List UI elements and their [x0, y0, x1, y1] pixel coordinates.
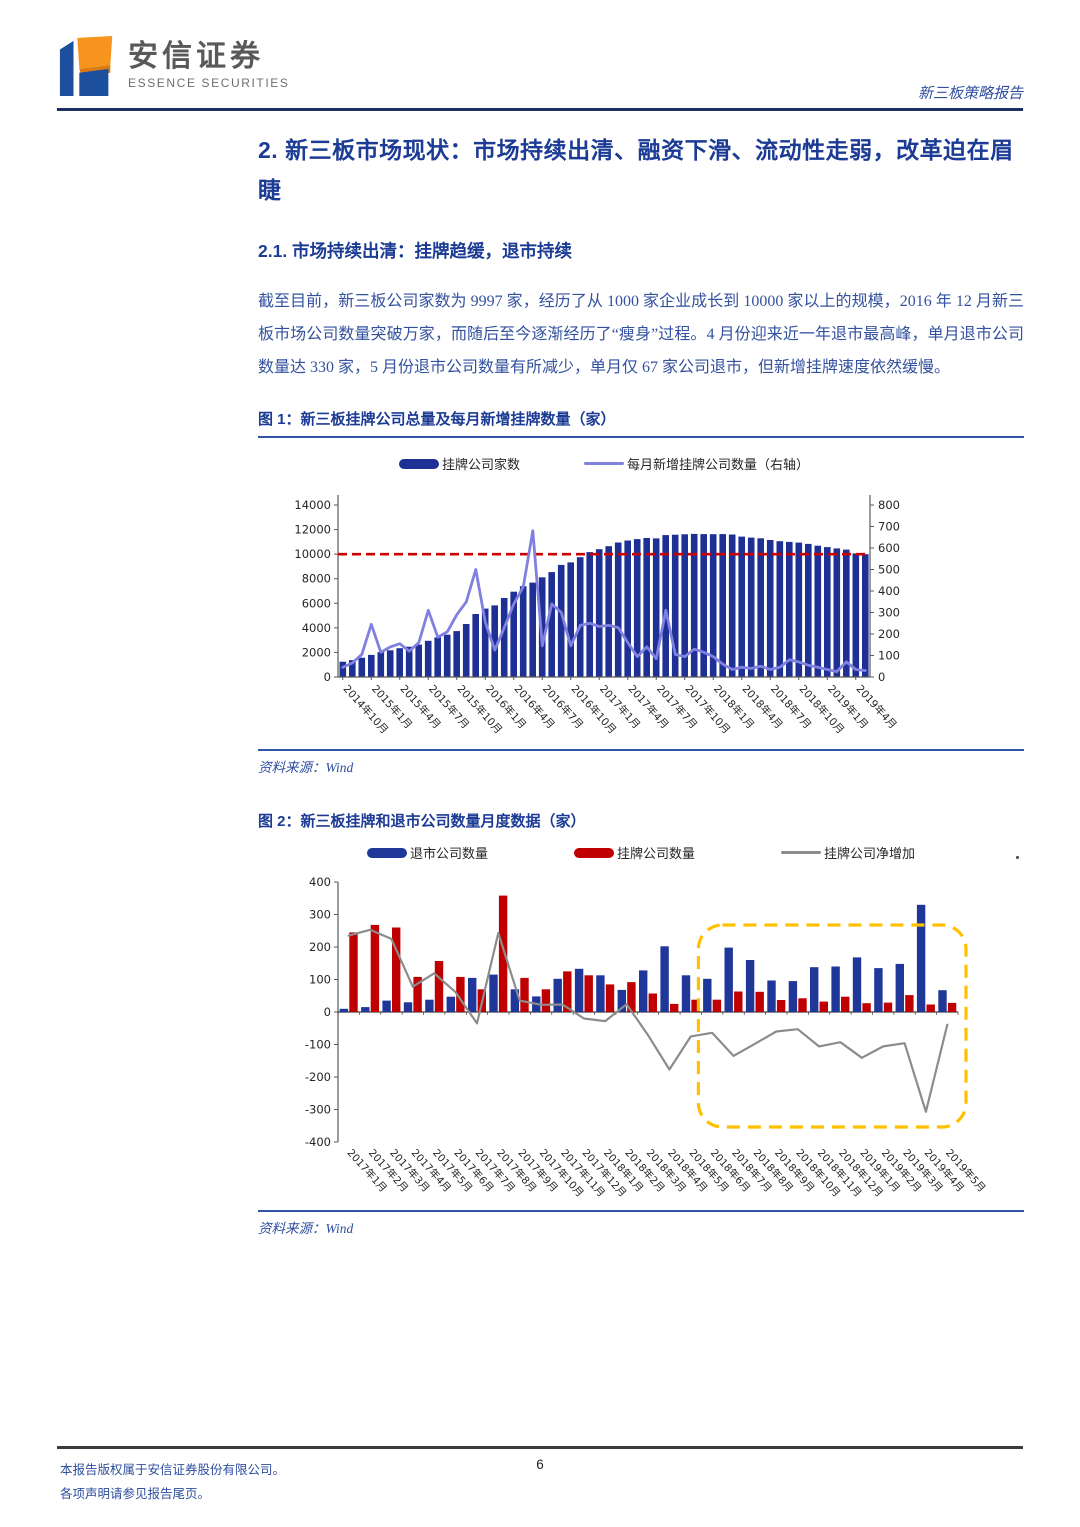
svg-text:700: 700	[878, 520, 900, 534]
brand-name-cn: 安信证券	[128, 40, 264, 73]
legend-item-delisted: 退市公司数量	[366, 843, 488, 862]
legend-label: 每月新增挂牌公司数量（右轴）	[627, 457, 810, 472]
svg-text:100: 100	[309, 973, 331, 987]
figure2-source: 资料来源：Wind	[258, 1210, 1024, 1237]
chart2-canvas: -400-300-200-10001002003004002017年1月2017…	[305, 875, 989, 1200]
purple-line-swatch-icon	[584, 461, 624, 466]
svg-text:0: 0	[878, 670, 885, 684]
svg-text:2000: 2000	[302, 645, 331, 659]
copyright-line: 本报告版权属于安信证券股份有限公司。	[60, 1463, 286, 1477]
svg-text:0: 0	[324, 1005, 331, 1019]
subsection-heading: 2.1. 市场持续出清：挂牌趋缓，退市持续	[258, 241, 573, 261]
svg-text:300: 300	[309, 908, 331, 922]
svg-text:0: 0	[324, 670, 331, 684]
section-heading: 2. 新三板市场现状：市场持续出清、融资下滑、流动性走弱，改革迫在眉睫	[258, 137, 1014, 203]
body-paragraph: 截至目前，新三板公司家数为 9997 家，经历了从 1000 家企业成长到 10…	[258, 293, 1024, 376]
page-content: 2. 新三板市场现状：市场持续出清、融资下滑、流动性走弱，改革迫在眉睫 2.1.…	[258, 130, 1024, 1237]
blue-bar-swatch-icon	[366, 847, 407, 858]
figure2-caption: 图 2：新三板挂牌和退市公司数量月度数据（家）	[258, 813, 586, 830]
svg-text:400: 400	[878, 584, 900, 598]
svg-text:4000: 4000	[302, 621, 331, 635]
page-number: 6	[536, 1457, 544, 1472]
legend-label: 挂牌公司净增加	[824, 846, 916, 861]
legend-label: 挂牌公司数量	[616, 846, 695, 861]
legend-item-monthly-new: 每月新增挂牌公司数量（右轴）	[584, 454, 809, 473]
svg-text:-100: -100	[305, 1038, 331, 1052]
footer-rule	[57, 1446, 1023, 1449]
svg-text:800: 800	[878, 498, 900, 512]
svg-text:600: 600	[878, 541, 900, 555]
legend-label: 退市公司数量	[409, 846, 488, 861]
brand-block: 安信证券 ESSENCE SECURITIES	[128, 40, 290, 90]
svg-text:200: 200	[878, 627, 900, 641]
legend-label: 挂牌公司家数	[441, 457, 520, 472]
legend-item-newly-listed: 挂牌公司数量	[573, 843, 695, 862]
figure1-caption: 图 1：新三板挂牌公司总量及每月新增挂牌数量（家）	[258, 408, 1024, 438]
report-type-label: 新三板策略报告	[917, 86, 1023, 102]
stray-mark	[1016, 856, 1019, 859]
disclaimer-line: 各项声明请参见报告尾页。	[60, 1487, 211, 1501]
svg-text:200: 200	[309, 940, 331, 954]
essence-securities-logo-icon	[59, 35, 113, 97]
svg-text:8000: 8000	[302, 572, 331, 586]
footer-disclaimer: 本报告版权属于安信证券股份有限公司。 各项声明请参见报告尾页。	[60, 1458, 285, 1506]
figure2-legend: 退市公司数量 挂牌公司数量 挂牌公司净增加	[258, 843, 1024, 862]
svg-text:10000: 10000	[294, 547, 331, 561]
red-bar-swatch-icon	[573, 847, 614, 858]
chart1-canvas: 0 2000 4000 6000 8000 10000 12000 14000 0 100 200 3…	[294, 495, 900, 736]
gray-line-swatch-icon	[781, 851, 821, 854]
svg-text:-400: -400	[305, 1135, 331, 1149]
svg-text:300: 300	[878, 606, 900, 620]
svg-text:-300: -300	[305, 1103, 331, 1117]
figure1-source: 资料来源：Wind	[258, 749, 1024, 776]
svg-text:12000: 12000	[294, 523, 331, 537]
legend-item-listed-total: 挂牌公司家数	[398, 454, 520, 473]
svg-text:400: 400	[309, 875, 331, 889]
header-rule	[57, 108, 1023, 111]
svg-text:14000: 14000	[294, 498, 331, 512]
svg-text:100: 100	[878, 649, 900, 663]
navy-bar-swatch-icon	[398, 458, 439, 469]
figure1-legend: 挂牌公司家数 每月新增挂牌公司数量（右轴）	[258, 454, 950, 473]
svg-text:-200: -200	[305, 1070, 331, 1084]
svg-text:6000: 6000	[302, 596, 331, 610]
brand-name-en: ESSENCE SECURITIES	[128, 76, 290, 90]
svg-text:500: 500	[878, 563, 900, 577]
legend-item-net-increase: 挂牌公司净增加	[781, 843, 915, 862]
